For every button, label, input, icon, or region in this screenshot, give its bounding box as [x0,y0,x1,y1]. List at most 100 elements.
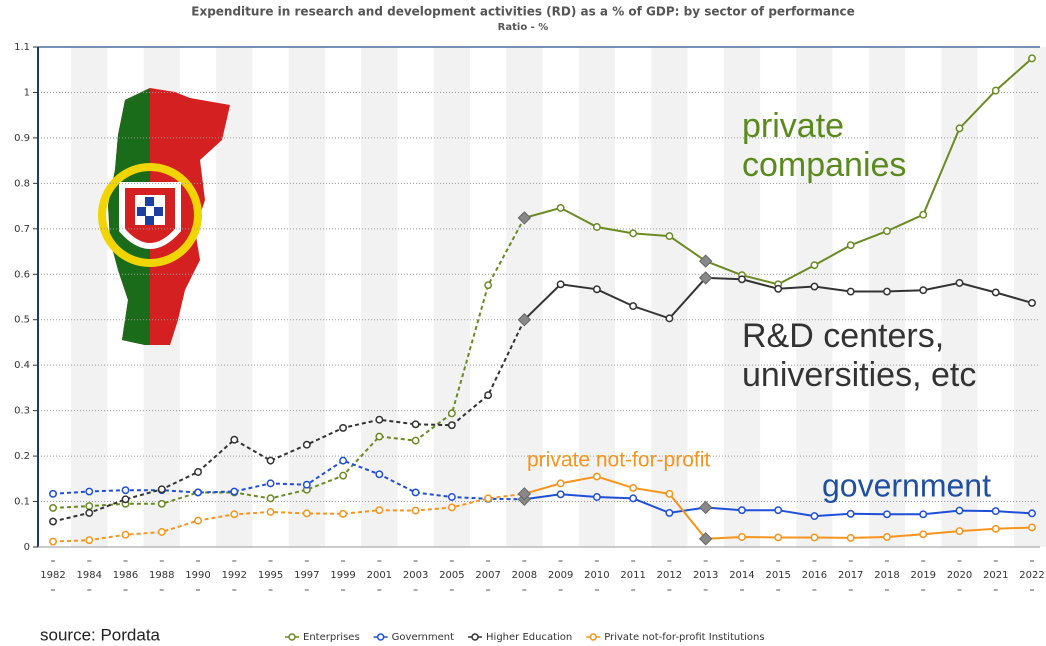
legend-label: Private not-for-profit Institutions [604,632,764,643]
labels: 0 0.1 0.2 0.3 0.4 0.5 0.6 0.7 0.8 0.9 1 1.1 1982 1984… [14,42,1045,643]
x-tick-label: 2017 [838,570,863,581]
point-marker [375,506,384,515]
point-marker [556,479,565,488]
y-tick-label: 0 [24,542,30,553]
annotation: companies [742,146,906,184]
point-marker [157,485,166,494]
point-marker [447,409,456,418]
x-tick-label: 2011 [620,570,645,581]
series-line [52,319,526,523]
point-marker [194,488,202,497]
point-marker [629,494,638,503]
point-marker [230,487,239,496]
point-marker [698,254,713,268]
point-marker [592,223,601,231]
point-marker [991,507,1000,516]
x-tick-label: 2005 [439,570,464,581]
point-marker [121,495,130,504]
y-tick-label: 0.2 [14,451,30,462]
stripe [868,47,906,547]
legend-marker [376,633,385,641]
x-tick-label: 2020 [947,570,972,581]
quina [145,216,154,225]
point-marker [810,512,819,521]
point-marker [919,530,928,539]
legend-label: Higher Education [486,632,572,643]
x-tick-label: 1997 [294,570,319,581]
point-marker [339,471,348,480]
point-marker [698,271,713,285]
y-tick-label: 0.5 [14,315,30,326]
y-tick-label: 0.4 [14,360,30,371]
x-tick-label: 2009 [548,570,573,581]
x-tick-label: 2013 [693,570,718,581]
quina [145,197,154,206]
stripe [506,47,543,547]
point-marker [698,532,713,546]
quina [154,207,163,216]
x-tick-label: 2016 [802,570,827,581]
point-marker [49,517,57,526]
annotation: universities, etc [742,356,976,394]
point-marker [810,261,819,270]
point-marker [955,506,964,515]
x-tick-label: 1988 [149,570,174,581]
point-marker [955,124,964,133]
point-marker [302,509,311,518]
x-tick-label: 2003 [403,570,428,581]
series-line [52,492,525,543]
x-tick-label: 2008 [512,570,537,581]
annotation: R&D centers, [742,317,944,355]
point-marker [1028,509,1036,518]
point-marker [266,479,275,488]
point-marker [556,203,565,212]
point-marker [157,528,166,536]
point-marker [121,530,130,539]
point-marker [411,506,420,515]
point-marker [556,280,565,289]
point-marker [411,488,420,497]
x-tick-label: 2022 [1019,570,1044,581]
x-tick-label: 2007 [475,570,500,581]
point-marker [375,415,384,424]
point-marker [955,278,964,287]
x-tick-label: 1990 [185,570,210,581]
point-marker [266,494,275,503]
y-tick-label: 0.7 [14,224,30,235]
x-tick-label: 1999 [330,570,355,581]
x-tick-label: 2014 [729,570,754,581]
point-marker [302,440,311,449]
source: source: Pordata [40,625,161,644]
armillary [98,163,202,267]
quina [137,207,146,216]
chart-subtitle: Ratio - % [498,22,549,33]
point-marker [484,391,493,400]
point-marker [375,470,384,479]
point-marker [517,313,532,327]
point-marker [49,489,57,498]
x-tick-label: 2001 [367,570,392,581]
point-marker [991,86,1000,95]
annotation: private [742,107,844,145]
y-tick-label: 0.8 [14,178,30,189]
point-marker [49,537,57,546]
legend-marker [471,633,479,641]
point-marker [85,502,94,511]
y-tick-label: 0.9 [14,133,30,144]
x-tick-label: 1995 [258,570,283,581]
y-tick-label: 0.6 [14,269,30,280]
point-marker [339,456,348,465]
point-marker [447,493,456,501]
point-marker [991,288,1000,297]
point-marker [592,472,601,481]
point-marker [846,533,855,542]
x-tick-label: 1986 [113,570,138,581]
stripe [651,47,688,547]
stripe [288,47,325,547]
point-marker [737,506,746,515]
point-marker [810,282,819,291]
point-marker [883,510,891,519]
x-tick-label: 2019 [910,570,935,581]
point-marker [955,527,964,536]
x-tick-label: 2021 [983,570,1008,581]
